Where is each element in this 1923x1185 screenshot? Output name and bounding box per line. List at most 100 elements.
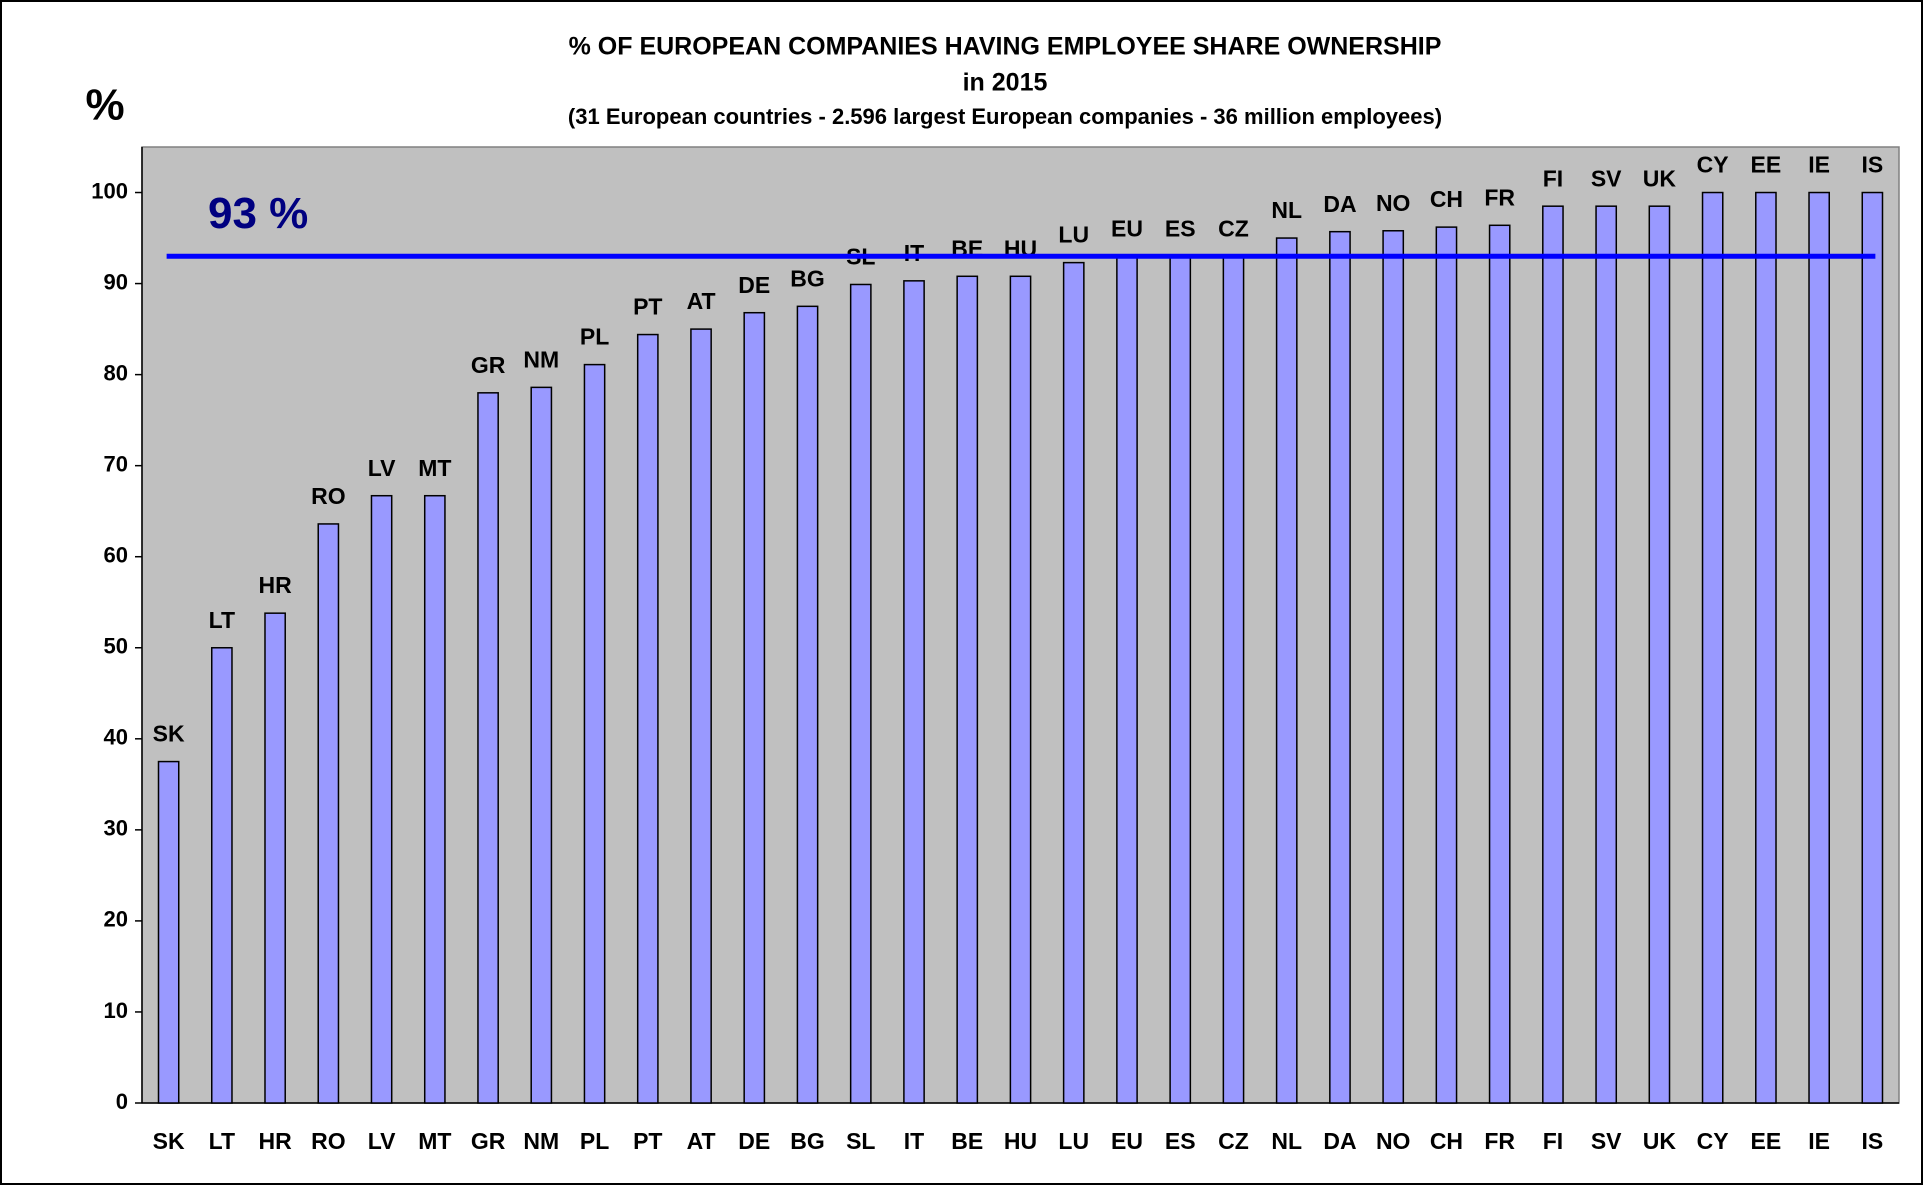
bar (956, 275, 979, 1104)
bar-label: CY (1697, 152, 1729, 178)
x-tick-label: RO (311, 1128, 346, 1154)
x-tick-label: LU (1058, 1128, 1089, 1154)
x-tick-label: FI (1543, 1128, 1563, 1154)
bar-label: DE (738, 272, 770, 298)
x-tick-label: CZ (1218, 1128, 1249, 1154)
bar-label: NL (1271, 197, 1302, 223)
x-tick-label: DA (1323, 1128, 1356, 1154)
chart-title: % OF EUROPEAN COMPANIES HAVING EMPLOYEE … (569, 33, 1442, 61)
bar (370, 494, 393, 1104)
bar (1116, 255, 1138, 1104)
y-tick-label: 90 (104, 269, 128, 294)
x-tick-label: SK (153, 1128, 185, 1154)
x-tick-label: PT (633, 1128, 662, 1154)
bar (1648, 205, 1671, 1104)
chart-note: (31 European countries - 2.596 largest E… (568, 104, 1442, 129)
bar-label: FR (1484, 184, 1515, 210)
bar-label: ES (1165, 215, 1196, 241)
x-tick-label: UK (1643, 1128, 1677, 1154)
bar (264, 612, 286, 1104)
bar (317, 523, 340, 1104)
bar-label: SV (1591, 165, 1622, 191)
x-tick-label: CY (1697, 1128, 1729, 1154)
bar (796, 305, 819, 1104)
bar (849, 283, 872, 1104)
bar (157, 760, 180, 1104)
bar-label: LV (368, 455, 396, 481)
bar (530, 386, 553, 1104)
bar-label: UK (1643, 165, 1677, 191)
bar (1382, 230, 1405, 1104)
x-tick-label: LV (368, 1128, 396, 1154)
x-tick-label: GR (471, 1128, 506, 1154)
bar-label: SK (153, 721, 185, 747)
y-tick-label: 10 (104, 998, 128, 1023)
bar (743, 311, 766, 1104)
x-tick-label: LT (209, 1128, 235, 1154)
x-tick-label: DE (738, 1128, 770, 1154)
bar (1808, 191, 1831, 1104)
bar-label: DA (1323, 191, 1356, 217)
y-tick-label: 0 (116, 1089, 128, 1114)
bar (636, 333, 659, 1104)
bar (1595, 205, 1618, 1104)
y-tick-label: 80 (104, 360, 128, 385)
y-tick-label: 40 (104, 725, 128, 750)
bar-label: IT (904, 240, 924, 266)
x-tick-label: IT (904, 1128, 924, 1154)
x-tick-label: EE (1751, 1128, 1782, 1154)
bar-label: CZ (1218, 215, 1249, 241)
bar (1435, 226, 1458, 1104)
bar (210, 647, 233, 1104)
x-tick-label: FR (1484, 1128, 1515, 1154)
x-tick-label: SL (846, 1128, 875, 1154)
x-tick-label: HR (258, 1128, 292, 1154)
x-tick-label: ES (1165, 1128, 1196, 1154)
y-axis-label: % (85, 81, 124, 130)
bar (903, 280, 925, 1104)
bar (1329, 230, 1351, 1104)
y-tick-label: 70 (104, 451, 128, 476)
bar-label: NM (523, 346, 559, 372)
x-tick-label: BG (790, 1128, 825, 1154)
y-tick-label: 100 (91, 178, 128, 203)
x-tick-label: EU (1111, 1128, 1143, 1154)
x-tick-label: PL (580, 1128, 609, 1154)
bar-label: LU (1058, 222, 1089, 248)
bar-label: EU (1111, 215, 1143, 241)
y-tick-label: 30 (104, 816, 128, 841)
bar-label: LT (209, 607, 235, 633)
x-tick-label: BE (951, 1128, 983, 1154)
x-tick-label: NL (1271, 1128, 1302, 1154)
bar (1701, 191, 1724, 1104)
bar-label: IS (1862, 152, 1884, 178)
bar-label: NO (1376, 190, 1411, 216)
bar (1275, 237, 1298, 1104)
x-tick-label: AT (687, 1128, 716, 1154)
reference-label: 93 % (208, 189, 308, 238)
bar (1542, 205, 1564, 1104)
x-tick-label: MT (418, 1128, 451, 1154)
bar-label: FI (1543, 165, 1563, 191)
chart-subtitle: in 2015 (963, 69, 1048, 97)
x-tick-label: NO (1376, 1128, 1411, 1154)
bar-label: HR (258, 572, 292, 598)
bar-label: CH (1430, 186, 1463, 212)
bar-label: EE (1751, 152, 1782, 178)
bar (1755, 191, 1777, 1104)
bar (1062, 261, 1085, 1104)
bar-label: BG (790, 265, 825, 291)
bar-label: PL (580, 324, 609, 350)
y-tick-label: 20 (104, 907, 128, 932)
bar (1861, 191, 1884, 1104)
x-tick-label: NM (523, 1128, 559, 1154)
bar (423, 494, 446, 1104)
bar-label: AT (687, 288, 716, 314)
x-tick-label: IS (1862, 1128, 1884, 1154)
bar-label: GR (471, 352, 506, 378)
y-tick-label: 60 (104, 543, 128, 568)
bar-label: MT (418, 455, 451, 481)
bar (1222, 255, 1245, 1104)
x-tick-label: SV (1591, 1128, 1622, 1154)
